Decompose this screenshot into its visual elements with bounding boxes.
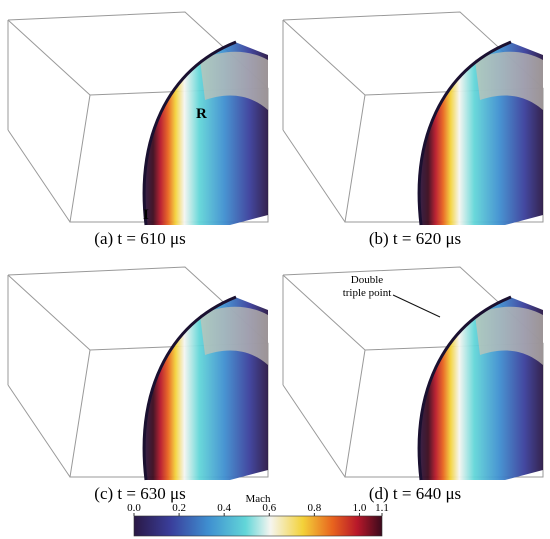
panel: (c) t = 630 μs xyxy=(6,265,270,503)
panel: (b) t = 620 μs xyxy=(281,10,545,248)
panel-caption: (b) t = 620 μs xyxy=(369,229,461,248)
simulation-render xyxy=(6,265,270,482)
callout-label: Double xyxy=(351,274,384,286)
simulation-render xyxy=(6,10,270,227)
colorbar-tick-label: 1.0 xyxy=(353,502,367,514)
colorbar-tick-label: 1.1 xyxy=(375,502,389,514)
colorbar-tick-label: 0.8 xyxy=(307,502,321,514)
panel-caption: (d) t = 640 μs xyxy=(369,484,461,503)
colorbar xyxy=(133,515,383,537)
panel-caption: (c) t = 630 μs xyxy=(94,484,185,503)
colorbar-tick-label: 0.2 xyxy=(172,502,186,514)
colorbar-tick-label: 0.6 xyxy=(262,502,276,514)
callout-line xyxy=(392,294,441,318)
simulation-render xyxy=(281,265,545,482)
panel: (a) t = 610 μs I R xyxy=(6,10,270,248)
colorbar-title: Mach xyxy=(245,493,271,505)
colorbar-tick-label: 0.0 xyxy=(127,502,141,514)
annotation: I xyxy=(143,207,149,223)
colorbar-tick-label: 0.4 xyxy=(217,502,231,514)
simulation-render xyxy=(281,10,545,227)
callout-label: triple point xyxy=(343,287,392,299)
annotation: R xyxy=(196,106,207,122)
panel-caption: (a) t = 610 μs xyxy=(94,229,185,248)
